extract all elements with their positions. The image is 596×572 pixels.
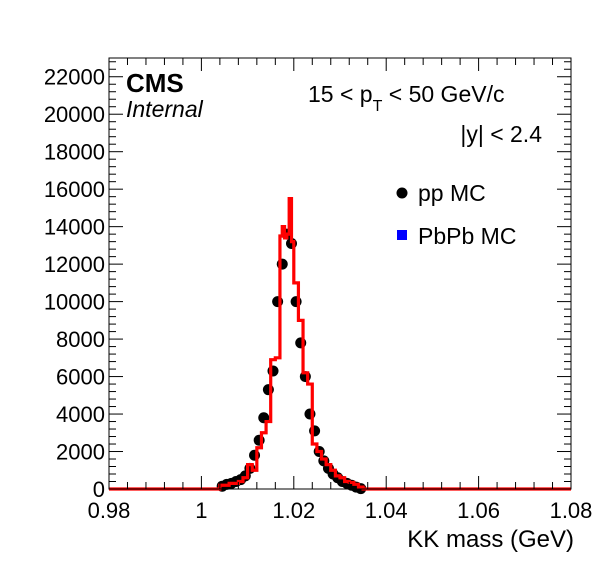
pt-range-suffix: < 50 GeV/c xyxy=(382,81,504,107)
x-tick-label: 1.06 xyxy=(457,498,500,523)
pt-range-annotation: 15 < pT < 50 GeV/c xyxy=(308,81,504,115)
legend-label-pp: pp MC xyxy=(418,180,486,206)
x-axis-title: KK mass (GeV) xyxy=(407,526,574,553)
y-tick-label: 8000 xyxy=(56,327,105,352)
legend-label-pbpb: PbPb MC xyxy=(418,223,516,249)
y-tick-label: 22000 xyxy=(44,65,105,90)
y-tick-label: 16000 xyxy=(44,177,105,202)
experiment-label: CMS xyxy=(126,68,184,98)
legend-marker-pbpb xyxy=(397,230,407,240)
x-tick-label: 1.02 xyxy=(272,498,315,523)
plot-frame xyxy=(108,57,572,490)
status-label: Internal xyxy=(126,96,204,122)
y-tick-label: 20000 xyxy=(44,102,105,127)
x-tick-label: 1.08 xyxy=(550,498,593,523)
y-tick-label: 0 xyxy=(93,477,105,502)
legend: pp MC PbPb MC xyxy=(396,180,516,249)
y-tick-label: 4000 xyxy=(56,402,105,427)
x-tick-label: 0.98 xyxy=(88,498,131,523)
pbpb-mc-histogram-line xyxy=(109,196,571,491)
y-tick-label: 6000 xyxy=(56,365,105,390)
y-tick-label: 2000 xyxy=(56,440,105,465)
y-tick-label: 10000 xyxy=(44,290,105,315)
x-tick-label: 1 xyxy=(195,498,207,523)
y-tick-label: 12000 xyxy=(44,252,105,277)
pt-range-subscript: T xyxy=(373,98,383,115)
axes: 0.98 1 1.02 1.04 1.06 1.08 0 2000 4000 6000 8000 10… xyxy=(44,57,593,523)
x-tick-label: 1.04 xyxy=(365,498,408,523)
y-tick-label: 18000 xyxy=(44,140,105,165)
rapidity-annotation: |y| < 2.4 xyxy=(460,121,542,147)
plot-area xyxy=(109,196,571,495)
pt-range-prefix: 15 < p xyxy=(308,81,373,107)
y-tick-label: 14000 xyxy=(44,215,105,240)
legend-marker-pp xyxy=(396,187,408,199)
